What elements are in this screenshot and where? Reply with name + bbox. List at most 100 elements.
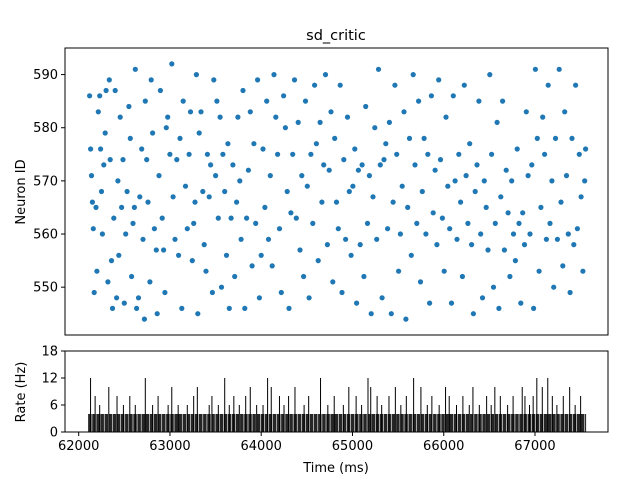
spike-point xyxy=(94,268,100,274)
spike-point xyxy=(284,188,290,195)
spike-point xyxy=(211,77,217,83)
spike-point xyxy=(161,247,167,253)
spike-point xyxy=(333,199,340,205)
spike-point xyxy=(552,135,559,141)
spike-point xyxy=(357,242,363,248)
spike-point xyxy=(527,231,533,237)
spike-point xyxy=(563,173,570,179)
spike-point xyxy=(574,226,581,232)
rate-y-ticks: 0 6 12 18 xyxy=(41,345,65,441)
spike-point xyxy=(139,146,145,152)
spike-point xyxy=(355,167,361,173)
spike-point xyxy=(452,178,458,184)
spike-point xyxy=(538,204,544,210)
spike-point xyxy=(419,188,425,195)
raster-points xyxy=(87,61,589,322)
spike-point xyxy=(102,130,108,136)
spike-point xyxy=(448,300,455,306)
spike-point xyxy=(220,151,226,157)
spike-point xyxy=(98,146,104,152)
spike-point xyxy=(217,114,223,120)
spike-point xyxy=(479,295,486,301)
spike-point xyxy=(339,289,345,296)
spike-point xyxy=(490,284,497,290)
spike-point xyxy=(312,82,318,88)
spike-point xyxy=(112,87,118,94)
spike-point xyxy=(582,178,588,184)
spike-point xyxy=(302,98,309,104)
spike-point xyxy=(237,178,243,184)
spike-point xyxy=(278,289,284,296)
spike-point xyxy=(106,77,112,83)
spike-point xyxy=(573,82,579,88)
spike-point xyxy=(381,157,387,163)
spike-point xyxy=(483,204,489,210)
spike-point xyxy=(326,167,332,173)
spike-point xyxy=(534,135,540,141)
spike-point xyxy=(162,289,168,296)
spike-point xyxy=(179,305,185,311)
spike-point xyxy=(230,162,236,168)
spike-point xyxy=(151,226,157,232)
spike-point xyxy=(363,103,369,110)
spike-point xyxy=(322,72,329,78)
y-tick-label: 6 xyxy=(50,399,58,414)
spike-point xyxy=(123,231,129,237)
rate-y-label: Rate (Hz) xyxy=(14,362,29,423)
spike-point xyxy=(260,146,266,152)
spike-point xyxy=(262,204,268,210)
spike-point xyxy=(154,311,160,317)
spike-point xyxy=(472,188,478,195)
spike-point xyxy=(328,109,334,115)
spike-point xyxy=(286,305,292,311)
y-tick-label: 580 xyxy=(33,121,58,136)
spike-point xyxy=(109,305,116,311)
spike-point xyxy=(386,119,392,125)
spike-point xyxy=(134,305,140,311)
spike-point xyxy=(238,236,244,242)
spike-point xyxy=(536,268,542,274)
spike-point xyxy=(366,173,372,179)
spike-point xyxy=(397,231,403,237)
spike-point xyxy=(408,252,414,258)
spike-point xyxy=(341,157,347,163)
spike-point xyxy=(560,263,566,269)
x-tick-label: 63000 xyxy=(149,439,190,454)
spike-point xyxy=(507,273,513,280)
spike-point xyxy=(337,82,343,88)
spike-point xyxy=(399,183,405,189)
spike-point xyxy=(93,204,99,210)
spike-point xyxy=(394,151,400,157)
spike-point xyxy=(388,311,394,317)
spike-point xyxy=(403,316,409,322)
spike-point xyxy=(129,273,135,280)
spike-point xyxy=(531,305,537,311)
spike-point xyxy=(470,311,476,317)
spike-point xyxy=(463,173,469,179)
spike-point xyxy=(496,305,502,311)
spike-point xyxy=(192,199,198,205)
spike-point xyxy=(258,252,264,258)
spike-point xyxy=(551,284,557,290)
spike-point xyxy=(203,268,209,274)
spike-point xyxy=(103,87,109,94)
spike-point xyxy=(359,162,365,168)
spike-point xyxy=(306,295,312,301)
spike-point xyxy=(374,236,380,242)
spike-point xyxy=(295,119,301,125)
spike-point xyxy=(195,311,201,317)
spike-point xyxy=(447,226,453,232)
spike-point xyxy=(412,162,418,168)
spike-point xyxy=(436,77,442,83)
spike-point xyxy=(348,252,354,258)
spike-point xyxy=(549,178,555,184)
x-tick-label: 64000 xyxy=(241,439,282,454)
spike-point xyxy=(556,66,562,72)
spike-point xyxy=(525,173,531,179)
spike-point xyxy=(131,204,137,210)
raster-frame xyxy=(64,47,609,336)
spike-point xyxy=(247,109,253,115)
spike-point xyxy=(255,77,261,83)
spike-point xyxy=(180,98,186,104)
rate-x-ticks: 62000 63000 64000 65000 66000 67000 xyxy=(58,432,556,454)
